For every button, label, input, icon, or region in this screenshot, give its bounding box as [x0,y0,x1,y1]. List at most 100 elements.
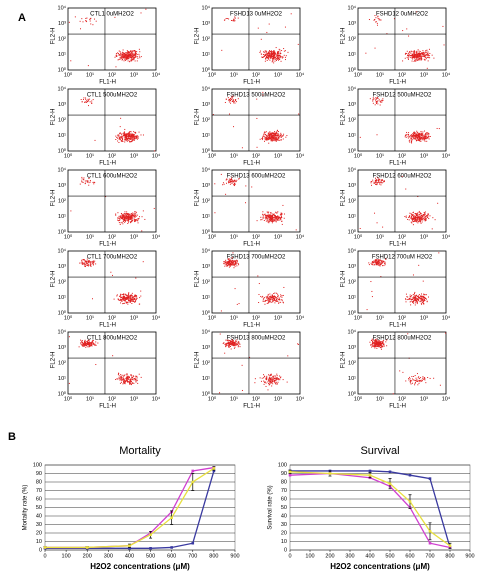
event-dot [266,136,268,138]
event-dot [135,215,137,217]
event-dot [123,299,125,301]
event-dot [123,57,125,59]
event-dot [416,53,418,55]
event-dot [128,58,130,60]
event-dot [407,136,409,138]
event-dot [131,378,133,380]
event-dot [417,53,419,55]
event-dot [418,136,420,138]
event-dot [120,222,122,224]
event-dot [271,52,273,54]
event-dot [270,374,272,376]
event-dot [125,140,127,142]
event-dot [404,57,406,59]
event-dot [423,52,425,54]
event-dot [420,131,422,133]
x-axis-label: FL1-H [99,404,116,410]
event-dot [417,59,419,61]
event-dot [412,218,414,220]
event-dot [272,137,274,139]
event-dot [124,58,126,60]
event-dot [230,263,232,265]
x-tick-label: 10¹ [230,315,238,321]
event-dot [271,137,273,139]
event-dot [281,215,283,217]
event-dot [378,344,380,346]
event-dot [419,140,421,142]
event-dot [225,344,227,346]
y-tick-label: 10¹ [202,376,210,382]
event-dot [424,220,426,222]
event-dot [130,384,132,386]
event-dot [269,378,271,380]
event-dot [94,139,96,141]
event-dot [263,377,265,379]
event-dot [89,343,91,345]
event-dot [414,291,416,293]
event-dot [428,218,430,220]
event-dot [123,131,125,133]
event-dot [280,214,282,216]
event-dot [129,297,131,299]
event-dot [404,216,406,218]
event-dot [279,53,281,55]
event-dot [383,180,385,182]
panel-title: FSHD12 600uMH2O2 [373,174,432,180]
event-dot [280,136,282,138]
event-dot [385,258,387,260]
event-dot [274,140,276,142]
event-dot [115,66,117,68]
event-dot [418,219,420,221]
y-tick-label: 10⁰ [202,228,211,235]
event-dot [411,222,413,224]
event-dot [226,18,228,20]
event-dot [272,60,274,62]
event-dot [406,131,408,133]
event-dot [134,54,136,56]
event-dot [414,219,416,221]
event-dot [219,333,221,335]
event-dot [87,180,89,182]
event-dot [268,301,270,303]
event-dot [131,299,133,301]
event-dot [376,24,378,26]
event-dot [409,135,411,137]
y-tick-label: 10² [348,117,356,123]
event-dot [271,135,273,137]
event-dot [420,134,422,136]
event-dot [371,261,373,263]
event-dot [383,260,385,262]
event-dot [68,21,70,23]
event-dot [415,218,417,220]
event-dot [93,183,95,185]
event-dot [381,342,383,344]
event-dot [231,176,233,178]
event-dot [269,380,271,382]
event-dot [129,57,131,59]
y-tick-label: 10⁴ [58,4,67,11]
event-dot [134,50,136,52]
event-dot [276,57,278,59]
event-dot [119,138,121,140]
event-dot [271,54,273,56]
event-dot [269,51,271,53]
event-dot [421,221,423,223]
event-dot [133,138,135,140]
event-dot [85,97,87,99]
event-dot [414,297,416,299]
event-dot [269,299,271,301]
event-dot [381,265,383,267]
flow-panel: FSHD12 700uM H2O210⁰10⁰10¹10¹10²10²10³10… [341,247,451,328]
event-dot [278,216,280,218]
event-dot [278,298,280,300]
event-dot [95,344,97,346]
event-dot [93,181,95,183]
event-dot [131,138,133,140]
event-dot [86,343,88,345]
data-point [448,544,452,548]
event-dot [380,347,382,349]
event-dot [120,137,122,139]
event-dot [228,266,230,268]
event-dot [125,56,127,58]
event-dot [374,344,376,346]
